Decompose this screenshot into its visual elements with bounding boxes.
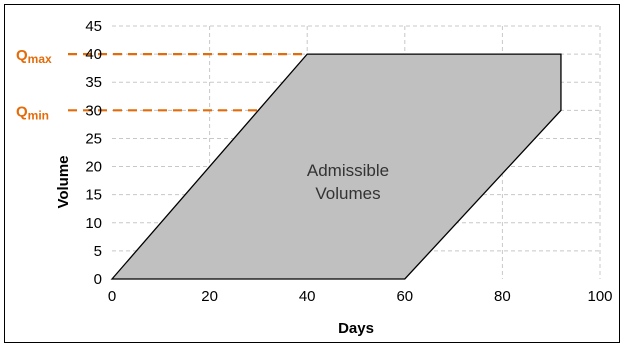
y-tick-label: 25 [85,130,102,147]
y-tick-label: 0 [94,271,102,288]
area-label: Admissible Volumes [307,161,389,203]
x-tick-label: 100 [587,288,612,305]
admissible-region: Admissible Volumes [110,53,562,280]
y-tick-label: 35 [85,74,102,91]
y-tick-label: 30 [85,102,102,119]
y-tick-label: 15 [85,187,102,204]
x-axis-title: Days [338,320,374,337]
area-label-line: Admissible [307,161,389,180]
admissible-area [110,53,562,280]
y-axis-title: Volume [55,155,72,208]
y-tick-label: 45 [85,18,102,35]
x-tick-label: 60 [396,288,413,305]
x-tick-label: 0 [108,288,116,305]
y-tick-label: 40 [85,46,102,63]
reference-label-sub: max [28,52,52,66]
y-tick-label: 5 [94,243,102,260]
reference-label-main: Q [16,103,28,120]
chart-frame [4,4,620,343]
reference-label-min: Qmin [16,103,49,122]
reference-label-main: Q [16,47,28,64]
area-label-line: Volumes [315,184,380,203]
tick-labels: 0 5 10 15 20 25 30 35 40 45 0 20 40 60 80 100 [85,18,612,305]
y-tick-label: 20 [85,159,102,176]
y-tick-label: 10 [85,215,102,232]
reference-label-max: Qmax [16,47,52,66]
x-tick-label: 20 [201,288,218,305]
x-tick-label: 80 [494,288,511,305]
x-tick-label: 40 [299,288,316,305]
reference-label-sub: min [28,108,49,122]
